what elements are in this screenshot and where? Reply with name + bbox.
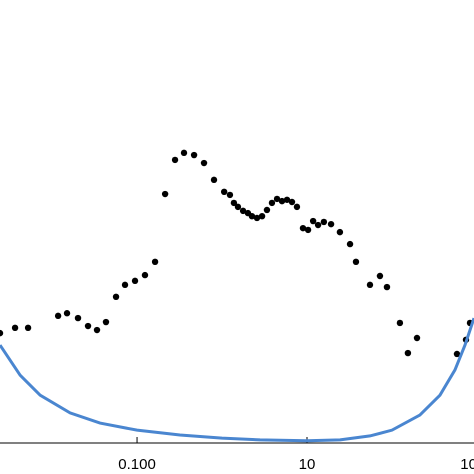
- point: [84, 322, 92, 330]
- x-tick-label: 10: [299, 456, 316, 473]
- point: [141, 271, 149, 279]
- point: [11, 324, 19, 332]
- point: [273, 195, 281, 203]
- point: [230, 199, 238, 207]
- point: [263, 206, 271, 214]
- point: [413, 334, 421, 342]
- point: [180, 149, 188, 157]
- point: [190, 151, 198, 159]
- point: [210, 176, 218, 184]
- point: [102, 318, 110, 326]
- point: [248, 212, 256, 220]
- x-tick-label: 0.100: [118, 456, 156, 473]
- curve: [0, 317, 474, 443]
- point: [268, 199, 276, 207]
- point: [220, 188, 228, 196]
- point: [336, 228, 344, 236]
- x-tick-label: 1000: [460, 456, 474, 473]
- point: [283, 196, 291, 203]
- point: [112, 293, 120, 301]
- point: [131, 277, 139, 285]
- point: [453, 350, 461, 358]
- point: [366, 281, 374, 289]
- point: [226, 191, 234, 199]
- point: [63, 310, 71, 317]
- point: [171, 156, 179, 164]
- point: [151, 258, 159, 266]
- point: [258, 212, 266, 220]
- point: [304, 226, 312, 234]
- point: [309, 217, 317, 225]
- point: [161, 190, 169, 198]
- point: [293, 203, 301, 211]
- point: [327, 220, 335, 228]
- point: [24, 324, 32, 332]
- point: [253, 214, 261, 222]
- point: [93, 326, 101, 334]
- point: [54, 312, 62, 320]
- point: [383, 283, 391, 291]
- point: [346, 240, 354, 248]
- point: [200, 159, 208, 167]
- point: [239, 207, 247, 215]
- point: [320, 218, 328, 226]
- point: [288, 198, 296, 206]
- point: [0, 329, 4, 337]
- point: [352, 258, 360, 266]
- point: [121, 281, 129, 289]
- point: [74, 314, 82, 322]
- point: [404, 349, 412, 357]
- point: [376, 272, 384, 280]
- point: [278, 197, 286, 205]
- point: [299, 224, 307, 232]
- point: [314, 221, 322, 229]
- point: [234, 203, 242, 211]
- point: [396, 319, 404, 327]
